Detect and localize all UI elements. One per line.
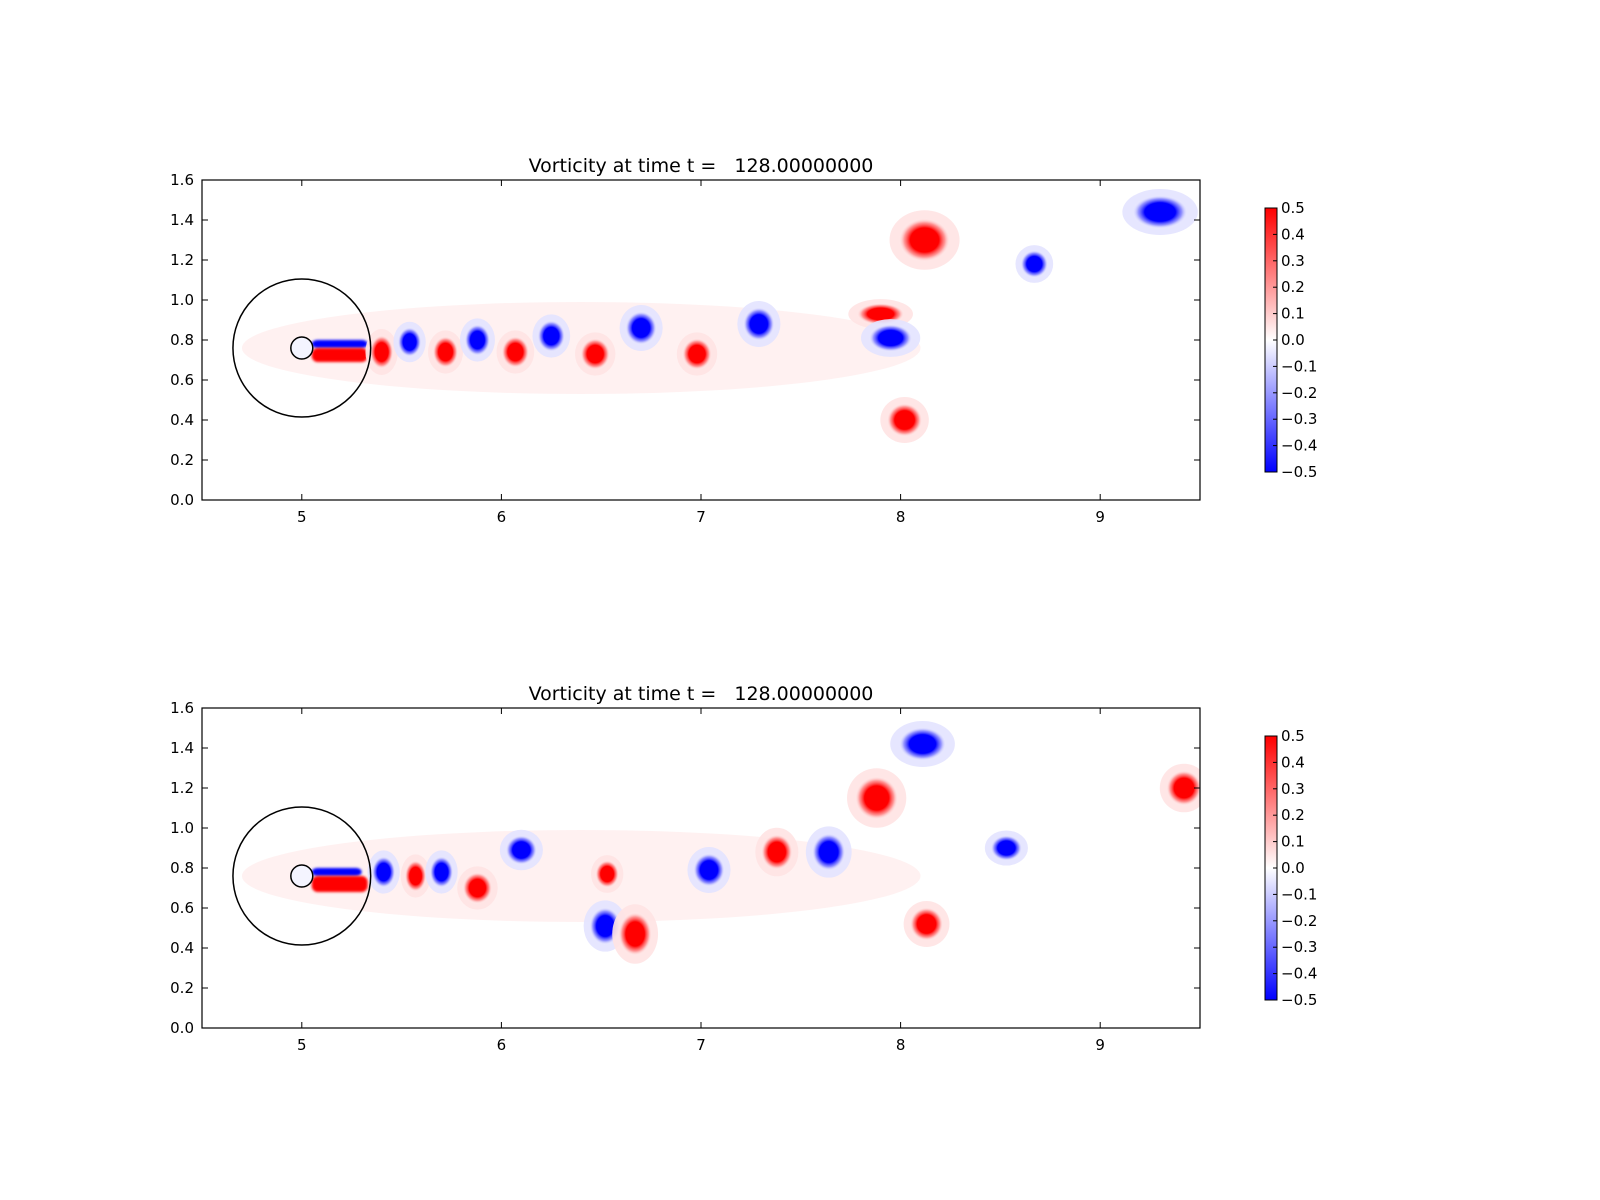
x-tick-label: 9 — [1095, 508, 1105, 526]
colorbar-tick-label: 0.2 — [1281, 278, 1305, 296]
vortex-positive — [886, 403, 923, 437]
y-tick-label: 0.4 — [170, 411, 194, 429]
y-tick-label: 1.6 — [170, 699, 194, 717]
vortex-negative — [397, 327, 422, 357]
colorbar-tick-label: −0.4 — [1281, 965, 1317, 983]
chart-title: Vorticity at time t = 128.00000000 — [529, 683, 874, 705]
vortex-positive — [462, 872, 493, 904]
vortex-negative — [429, 856, 454, 888]
vortex-negative — [693, 853, 725, 887]
colorbar-tick-label: −0.1 — [1281, 357, 1317, 375]
colorbar-tick-label: 0.5 — [1281, 727, 1305, 745]
colorbar-tick-label: −0.3 — [1281, 938, 1317, 956]
y-tick-label: 1.2 — [170, 779, 194, 797]
y-tick-label: 0.0 — [170, 491, 194, 509]
vorticity-panel-2: Vorticity at time t = 128.00000000 5 6 7 8 9 0… — [170, 683, 1317, 1054]
vortex-positive — [580, 338, 611, 370]
cylinder — [290, 864, 314, 888]
vortex-negative — [371, 856, 396, 888]
y-tick-label: 0.2 — [170, 451, 194, 469]
y-tick-label: 1.6 — [170, 171, 194, 189]
vortex-positive — [760, 834, 793, 870]
vortex-positive — [369, 335, 394, 369]
y-tick-label: 0.4 — [170, 939, 194, 957]
x-tick-label: 6 — [497, 508, 507, 526]
y-tick-label: 0.2 — [170, 979, 194, 997]
x-tick-label: 5 — [297, 1036, 307, 1054]
vortex-positive — [618, 912, 653, 956]
vortex-positive — [404, 860, 427, 892]
colorbar-tick-label: −0.5 — [1281, 991, 1317, 1009]
chart-title: Vorticity at time t = 128.00000000 — [529, 155, 874, 177]
vortex-negative — [505, 835, 538, 865]
colorbar-tick-label: 0.0 — [1281, 331, 1305, 349]
y-tick-label: 1.4 — [170, 211, 194, 229]
colorbar-tick-label: −0.2 — [1281, 384, 1317, 402]
x-tick-label: 8 — [896, 1036, 906, 1054]
colorbar-tick-label: −0.2 — [1281, 912, 1317, 930]
vortex-positive — [909, 907, 944, 941]
vortex-positive — [432, 336, 459, 368]
vortex-positive — [501, 336, 530, 368]
vortex-negative — [625, 311, 658, 345]
domain-circle — [232, 806, 372, 946]
vorticity-field — [232, 721, 1200, 964]
x-tick-label: 7 — [696, 508, 706, 526]
wake-halo — [241, 830, 921, 922]
vortex-positive — [595, 860, 620, 888]
vortex-negative — [537, 320, 566, 352]
colorbar-tick-label: 0.4 — [1281, 753, 1305, 771]
x-tick-label: 6 — [497, 1036, 507, 1054]
vortex-negative — [868, 324, 913, 352]
shear-layer-negative — [311, 340, 368, 348]
vortex-positive — [854, 776, 899, 820]
colorbar-tick-label: −0.5 — [1281, 463, 1317, 481]
vorticity-field — [232, 189, 1198, 443]
vortex-negative — [1132, 195, 1189, 229]
shear-layer-negative — [311, 868, 362, 876]
y-tick-label: 0.8 — [170, 331, 194, 349]
y-tick-label: 0.8 — [170, 859, 194, 877]
y-tick-label: 0.6 — [170, 899, 194, 917]
vortex-negative — [990, 835, 1023, 861]
colorbar-tick-label: 0.5 — [1281, 199, 1305, 217]
vortex-negative — [464, 324, 491, 356]
colorbar-tick-label: 0.1 — [1281, 833, 1305, 851]
colorbar-tick-label: 0.2 — [1281, 806, 1305, 824]
colorbar-tick-label: −0.1 — [1281, 885, 1317, 903]
vorticity-panel-1: Vorticity at time t = 128.00000000 5 6 7 8 9 0… — [170, 155, 1317, 526]
vortex-positive — [1166, 770, 1200, 806]
y-tick-label: 1.0 — [170, 819, 194, 837]
vortex-positive — [682, 338, 712, 370]
x-tick-label: 9 — [1095, 1036, 1105, 1054]
vortex-negative — [898, 727, 947, 761]
colorbar-tick-label: 0.3 — [1281, 780, 1305, 798]
vortex-negative — [811, 833, 846, 871]
domain-circle — [232, 278, 372, 418]
colorbar-tick-label: 0.3 — [1281, 252, 1305, 270]
colorbar-tick-label: −0.3 — [1281, 410, 1317, 428]
colorbar-tick-label: 0.4 — [1281, 225, 1305, 243]
cylinder — [290, 336, 314, 360]
y-tick-label: 0.0 — [170, 1019, 194, 1037]
shear-layer-positive — [311, 348, 368, 362]
vortex-negative — [1020, 250, 1049, 278]
shear-layer-positive — [311, 876, 368, 892]
x-tick-label: 8 — [896, 508, 906, 526]
colorbar-tick-label: −0.4 — [1281, 437, 1317, 455]
y-tick-label: 1.4 — [170, 739, 194, 757]
y-tick-label: 1.0 — [170, 291, 194, 309]
x-tick-label: 7 — [696, 1036, 706, 1054]
y-tick-label: 1.2 — [170, 251, 194, 269]
colorbar-tick-label: 0.0 — [1281, 859, 1305, 877]
vortex-negative — [742, 307, 775, 341]
y-tick-label: 0.6 — [170, 371, 194, 389]
vortex-positive — [898, 218, 951, 262]
colorbar-tick-label: 0.1 — [1281, 305, 1305, 323]
x-tick-label: 5 — [297, 508, 307, 526]
